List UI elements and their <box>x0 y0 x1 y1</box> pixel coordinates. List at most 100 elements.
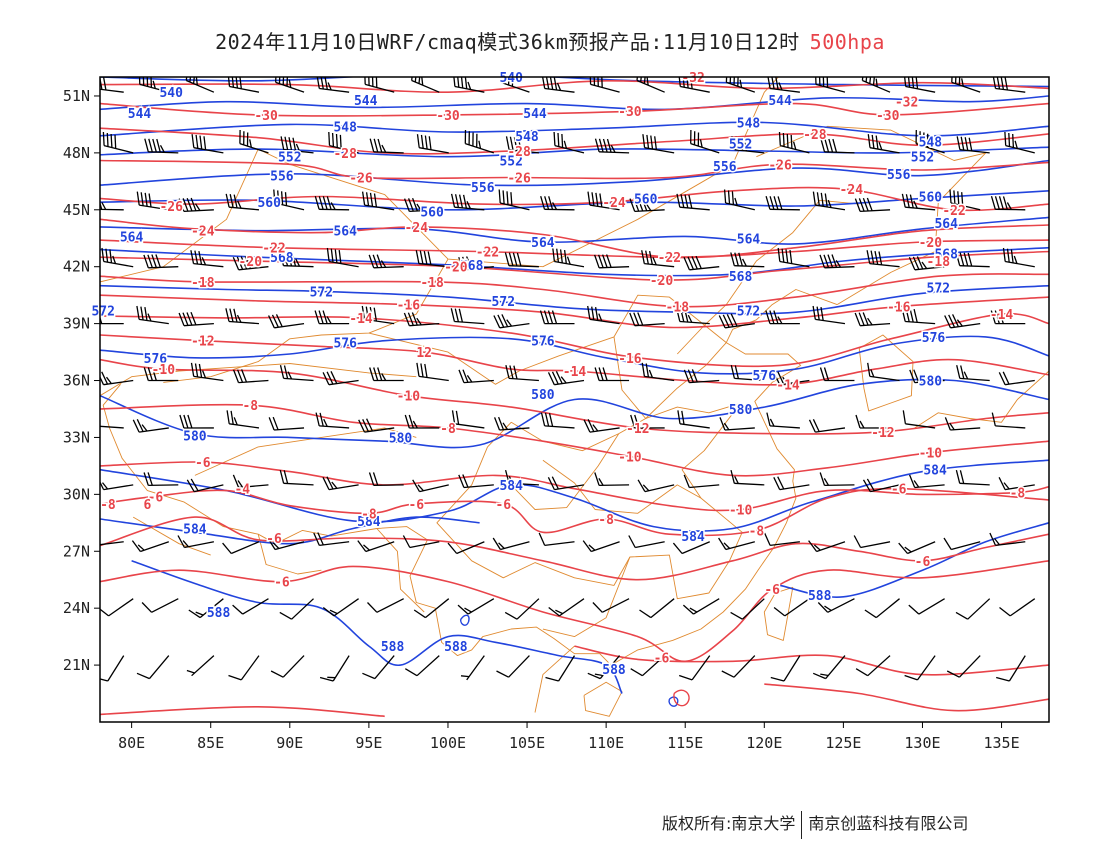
temperature-label: -26 <box>349 172 373 187</box>
wind-barb <box>100 425 124 429</box>
wind-barb <box>453 77 485 93</box>
wind-barb <box>770 655 801 682</box>
border-line <box>257 534 322 575</box>
wind-barb <box>403 312 440 327</box>
wind-barb <box>100 371 134 386</box>
wind-barb <box>319 655 350 682</box>
height-label: 548 <box>919 136 943 151</box>
y-tick-label: 45N <box>63 201 90 219</box>
border-line <box>194 427 417 476</box>
wind-barb <box>131 540 170 553</box>
wind-barb <box>817 598 855 613</box>
wind-barb <box>270 655 305 678</box>
wind-barb <box>322 598 359 617</box>
height-label: 584 <box>499 479 523 494</box>
temperature-contour <box>100 705 385 718</box>
wind-barb <box>279 598 314 620</box>
wind-barb <box>683 255 720 271</box>
border-line <box>914 370 1049 429</box>
wind-barb <box>594 367 630 382</box>
temperature-label: -8 <box>242 399 258 414</box>
wind-barb <box>587 305 620 325</box>
wind-barb <box>100 200 124 211</box>
wind-barb <box>416 362 449 382</box>
wind-barb <box>630 655 666 677</box>
wind-barb <box>178 311 214 327</box>
wind-barb <box>464 129 495 154</box>
wind-barb <box>412 479 449 493</box>
y-tick-label: 39N <box>63 315 90 333</box>
height-label: 576 <box>753 369 777 384</box>
wind-barb <box>678 655 711 681</box>
temperature-label: -20 <box>919 236 943 251</box>
wind-barb <box>730 252 765 268</box>
border-line <box>858 334 914 412</box>
wind-barb <box>637 479 675 493</box>
map-title: 2024年11月10日WRF/cmaq模式36km预报产品:11月10日12时 5… <box>0 26 1100 55</box>
wind-barb <box>275 77 305 93</box>
height-label: 588 <box>808 589 832 604</box>
wind-barb <box>1002 247 1035 268</box>
temperature-contour <box>100 127 1049 155</box>
temperature-label: -24 <box>602 196 626 211</box>
temperature-label: -6 <box>195 456 211 471</box>
height-label: 560 <box>919 191 943 206</box>
border-line <box>542 556 631 638</box>
y-tick-label: 48N <box>63 144 90 162</box>
temperature-label: -12 <box>871 426 894 441</box>
wind-barb <box>725 77 756 93</box>
wind-barb <box>100 598 134 617</box>
temperature-contour <box>100 334 1049 386</box>
temperature-label: -6 <box>408 498 424 513</box>
height-label: 556 <box>713 160 737 175</box>
wind-barb <box>548 598 585 617</box>
height-label: 552 <box>278 151 301 166</box>
border-line <box>645 402 742 499</box>
wind-barb <box>505 365 539 382</box>
temperature-contour <box>764 683 1049 712</box>
wind-barb <box>279 365 314 382</box>
temperature-label: -6 <box>891 483 907 498</box>
height-contour <box>668 696 679 707</box>
wind-barb <box>191 134 224 154</box>
wind-barb <box>280 136 314 154</box>
wind-barb <box>677 410 710 429</box>
border-line <box>676 199 860 355</box>
wind-barb <box>545 655 576 682</box>
wind-barb <box>190 362 224 382</box>
wind-barb <box>177 535 215 549</box>
wind-barb <box>143 254 179 269</box>
wind-barb <box>232 474 269 489</box>
wind-barb <box>132 419 169 433</box>
temperature-label: -18 <box>420 276 444 291</box>
wind-barb <box>273 189 305 211</box>
height-label: 564 <box>934 217 958 232</box>
wind-barb <box>368 472 404 487</box>
wind-barb <box>901 193 936 211</box>
temperature-label: -8 <box>598 513 614 528</box>
height-contour <box>100 284 1049 315</box>
wind-barb <box>676 193 710 211</box>
x-tick-label: 120E <box>746 734 782 752</box>
temperature-label: -22 <box>262 242 285 257</box>
wind-barb <box>186 478 224 493</box>
height-contour <box>779 522 1049 598</box>
wind-barb <box>367 598 404 613</box>
wind-barb <box>854 197 891 213</box>
wind-barb <box>955 598 991 620</box>
wind-barb <box>313 532 350 547</box>
temperature-label: -16 <box>887 301 911 316</box>
map-frame <box>99 76 1050 723</box>
wind-barb <box>226 410 260 429</box>
temperature-label: -14 <box>776 378 800 393</box>
wind-barb <box>587 191 620 211</box>
temperature-label: -8 <box>1010 487 1026 502</box>
y-tick-label: 51N <box>63 87 90 105</box>
x-tick-label: 125E <box>825 734 861 752</box>
wind-barb <box>553 131 585 154</box>
wind-barb <box>641 250 675 268</box>
height-label: 576 <box>922 331 946 346</box>
wind-barb <box>587 655 621 680</box>
footer-divider <box>801 810 803 839</box>
temperature-label: -24 <box>405 221 429 236</box>
